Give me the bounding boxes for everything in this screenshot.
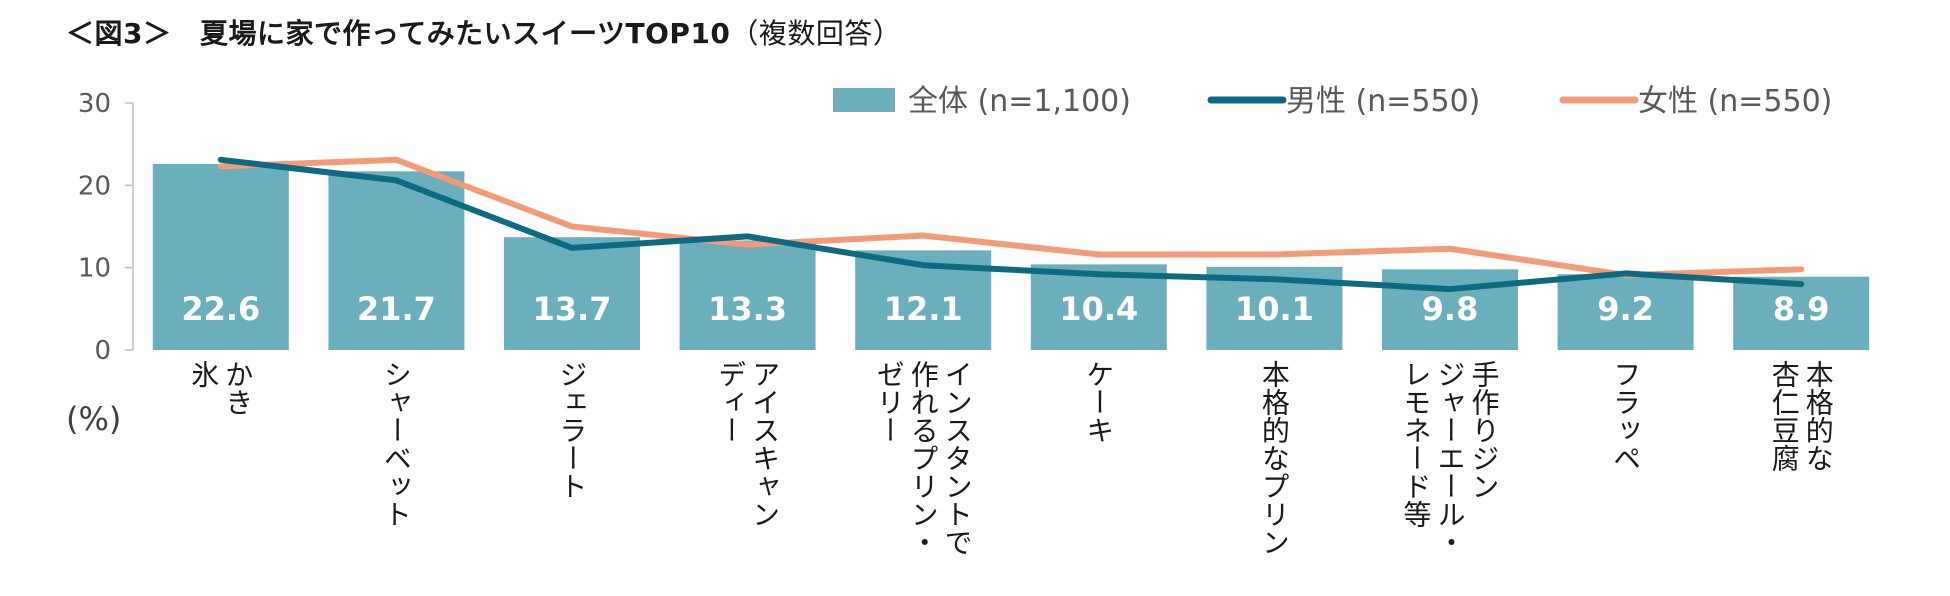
bar-value-label: 9.8: [1422, 290, 1479, 328]
bar-value-label: 10.4: [1059, 290, 1138, 328]
category-label: インスタントで: [941, 360, 974, 556]
bar-value-label: 21.7: [357, 290, 436, 328]
category-label: 本格的なプリン: [1258, 360, 1291, 556]
data-point: [219, 165, 222, 168]
data-point: [1097, 253, 1100, 256]
data-point: [395, 179, 398, 182]
chart-title-main: ＜図3＞ 夏場に家で作ってみたいスイーツTOP10: [66, 17, 731, 50]
bar: [1030, 264, 1167, 350]
legend: 全体 (n=1,100) 男性 (n=550) 女性 (n=550): [833, 84, 1832, 119]
bar-value-label: 9.2: [1597, 290, 1654, 328]
data-point: [1273, 253, 1276, 256]
bar-value-labels: 22.6 21.7 13.7 13.3 12.1 10.4 10.1 9.8 9.2 8.9: [181, 290, 1829, 328]
data-point: [219, 158, 222, 161]
category-label: ディー: [714, 360, 747, 444]
data-point: [746, 235, 749, 238]
bar-value-label: 8.9: [1773, 290, 1830, 328]
bar-value-label: 13.7: [533, 290, 612, 328]
bar-value-label: 10.1: [1235, 290, 1314, 328]
bar: [679, 240, 816, 350]
bar: [1557, 274, 1694, 350]
legend-label: 全体 (n=1,100): [908, 84, 1131, 119]
data-point: [1097, 273, 1100, 276]
line-women: [217, 156, 1805, 279]
data-point: [571, 246, 573, 249]
legend-swatch-bar: [833, 88, 895, 112]
line-series: [217, 156, 1805, 293]
data-point: [1624, 272, 1627, 275]
category-label: ケーキ: [1082, 360, 1115, 444]
bar-value-label: 12.1: [884, 290, 963, 328]
bar-series-total: [152, 163, 1870, 350]
y-axis: 0 10 20 30 (%): [66, 89, 134, 438]
category-label: ジェラート: [556, 360, 589, 500]
data-point: [1449, 288, 1451, 291]
data-point: [1273, 278, 1276, 281]
y-tick-label: 30: [78, 89, 111, 119]
category-label: レモネード等: [1400, 360, 1433, 528]
data-point: [1800, 283, 1803, 286]
category-label: ジャーエール・: [1434, 360, 1467, 556]
bar: [1733, 276, 1870, 350]
bar: [152, 163, 289, 350]
chart-title: ＜図3＞ 夏場に家で作ってみたいスイーツTOP10（複数回答）: [66, 12, 901, 52]
legend-label: 女性 (n=550): [1638, 84, 1832, 119]
category-label: かき: [221, 360, 254, 416]
category-label: 作れるプリン・: [907, 360, 940, 556]
bar-value-label: 13.3: [708, 290, 787, 328]
y-tick-label: 10: [78, 254, 111, 284]
line-men: [217, 156, 1805, 293]
category-label: ゼリー: [873, 360, 906, 444]
bar: [328, 171, 465, 350]
y-axis-unit: (%): [66, 400, 121, 438]
data-point: [922, 234, 925, 237]
data-point: [922, 264, 925, 267]
category-label: 氷: [187, 360, 220, 388]
category-label: 杏仁豆腐: [1768, 360, 1801, 472]
legend-label: 男性 (n=550): [1286, 84, 1480, 119]
bar-value-label: 22.6: [181, 290, 260, 328]
category-label: フラッペ: [1609, 360, 1642, 472]
y-tick-label: 20: [78, 171, 111, 201]
data-point: [746, 243, 749, 246]
category-label: 手作りジン: [1468, 360, 1501, 500]
category-label: アイスキャン: [748, 360, 781, 528]
data-point: [571, 225, 573, 228]
data-point: [1449, 247, 1451, 250]
data-point: [1800, 268, 1803, 271]
data-point: [395, 158, 398, 161]
category-label: シャーベット: [380, 360, 413, 528]
bar: [504, 237, 640, 350]
category-label: 本格的な: [1802, 360, 1835, 472]
chart-subtitle: （複数回答）: [730, 17, 902, 50]
y-tick-label: 0: [94, 336, 111, 366]
